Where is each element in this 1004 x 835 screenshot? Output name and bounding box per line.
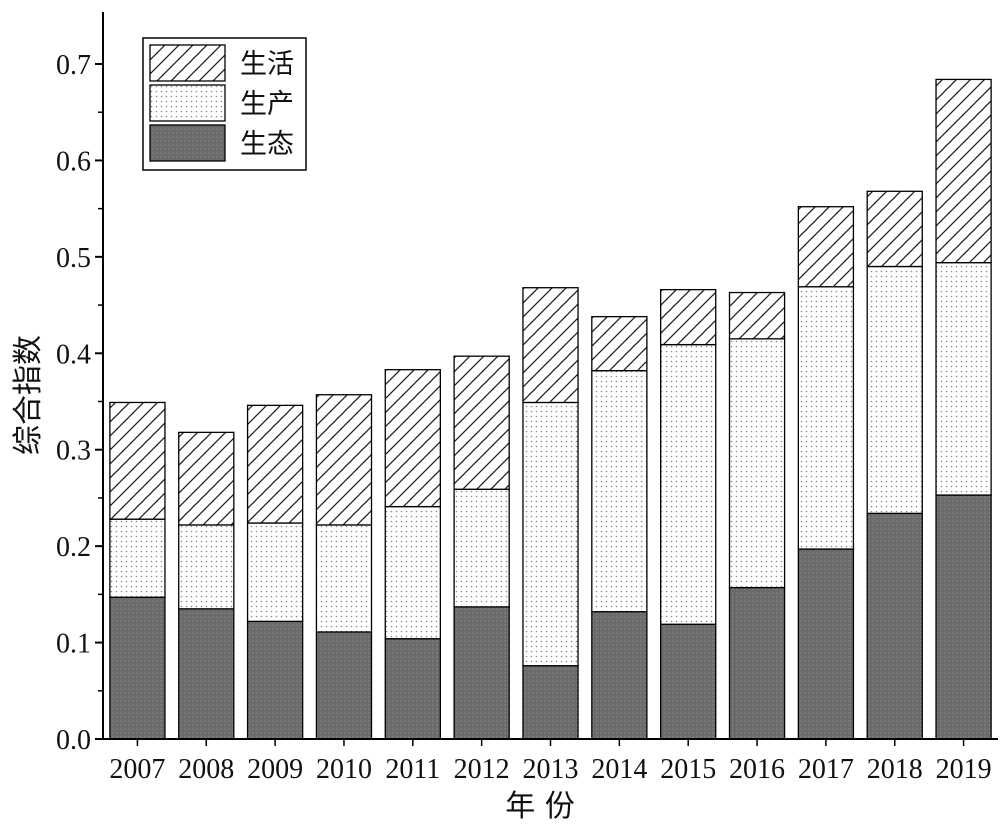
x-tick-label: 2019 [936,754,992,785]
bar-segment-2019-生活 [935,78,992,264]
bar-segment-2019-生态 [935,494,992,740]
legend-label-生产: 生产 [240,89,294,120]
bar-segment-2019-生产 [935,261,992,496]
x-tick-label: 2012 [454,754,510,785]
bar-segment-2016-生活 [728,291,786,340]
bar-segment-2013-生产 [522,401,579,667]
y-tick-label: 0.3 [56,436,91,467]
y-ticks-group: 0.0 0.1 0.2 0.3 0.4 0.5 0.6 0.7 [56,50,103,756]
bar-segment-2011-生产 [384,505,441,640]
legend-swatch-生活 [149,44,226,82]
bar-segment-2015-生产 [660,343,717,625]
bar-segment-2007-生产 [109,518,166,598]
bar-segment-2015-生态 [660,623,717,740]
bar-segment-2017-生活 [797,206,855,288]
x-ticks-group: 2007 2008 2009 2010 2011 2012 2013 2014 2015 2016… [109,739,992,785]
bar-segment-2017-生产 [797,286,855,550]
y-tick-label: 0.4 [56,339,91,370]
x-tick-label: 2015 [660,754,716,785]
bar-segment-2018-生产 [866,265,923,515]
bar-segment-2012-生产 [453,488,510,608]
bar-segment-2013-生活 [522,287,579,404]
bar-segment-2014-生态 [591,611,648,740]
x-tick-label: 2013 [523,754,579,785]
y-axis-title: 综合指数 [11,335,46,455]
bars-group [109,78,992,740]
legend-label-生态: 生态 [240,129,294,160]
bar-segment-2014-生活 [591,315,648,372]
bar-segment-2016-生产 [728,338,786,589]
bar-segment-2008-生态 [178,608,235,740]
x-tick-label: 2010 [316,754,372,785]
x-tick-label: 2017 [798,754,854,785]
bar-segment-2017-生态 [797,548,855,740]
y-tick-label: 0.0 [56,725,91,756]
x-tick-label: 2008 [178,754,234,785]
bar-segment-2007-生活 [109,401,166,520]
y-tick-label: 0.2 [56,532,91,563]
x-tick-label: 2016 [729,754,785,785]
x-tick-label: 2014 [591,754,647,785]
x-tick-label: 2018 [867,754,923,785]
bar-segment-2018-生活 [866,190,923,268]
x-tick-label: 2007 [109,754,165,785]
bar-segment-2010-生产 [315,524,373,633]
bar-segment-2010-生活 [315,394,373,526]
bar-segment-2009-生态 [246,620,304,740]
legend-swatch-生态 [149,124,226,162]
bar-segment-2018-生态 [866,512,923,740]
bar-segment-2015-生活 [660,288,717,346]
y-tick-label: 0.7 [56,50,91,81]
bar-segment-2016-生态 [728,586,786,740]
bar-segment-2009-生活 [246,404,304,524]
bar-segment-2014-生产 [591,369,648,613]
bar-segment-2008-生活 [178,431,235,526]
bar-segment-2007-生态 [109,596,166,740]
bar-segment-2011-生活 [384,369,441,508]
bar-segment-2009-生产 [246,522,304,623]
legend-swatch-生产 [149,84,226,122]
bar-segment-2011-生态 [384,638,441,740]
bar-segment-2010-生态 [315,631,373,740]
x-tick-label: 2009 [247,754,303,785]
x-axis-title: 年 份 [505,789,575,824]
y-tick-label: 0.5 [56,243,91,274]
legend-label-生活: 生活 [240,49,294,80]
y-tick-label: 0.1 [56,629,91,660]
bar-segment-2012-生态 [453,606,510,740]
y-tick-label: 0.6 [56,146,91,177]
bar-segment-2012-生活 [453,355,510,490]
bar-segment-2013-生态 [522,665,579,740]
bar-segment-2008-生产 [178,524,235,610]
x-tick-label: 2011 [385,754,440,785]
